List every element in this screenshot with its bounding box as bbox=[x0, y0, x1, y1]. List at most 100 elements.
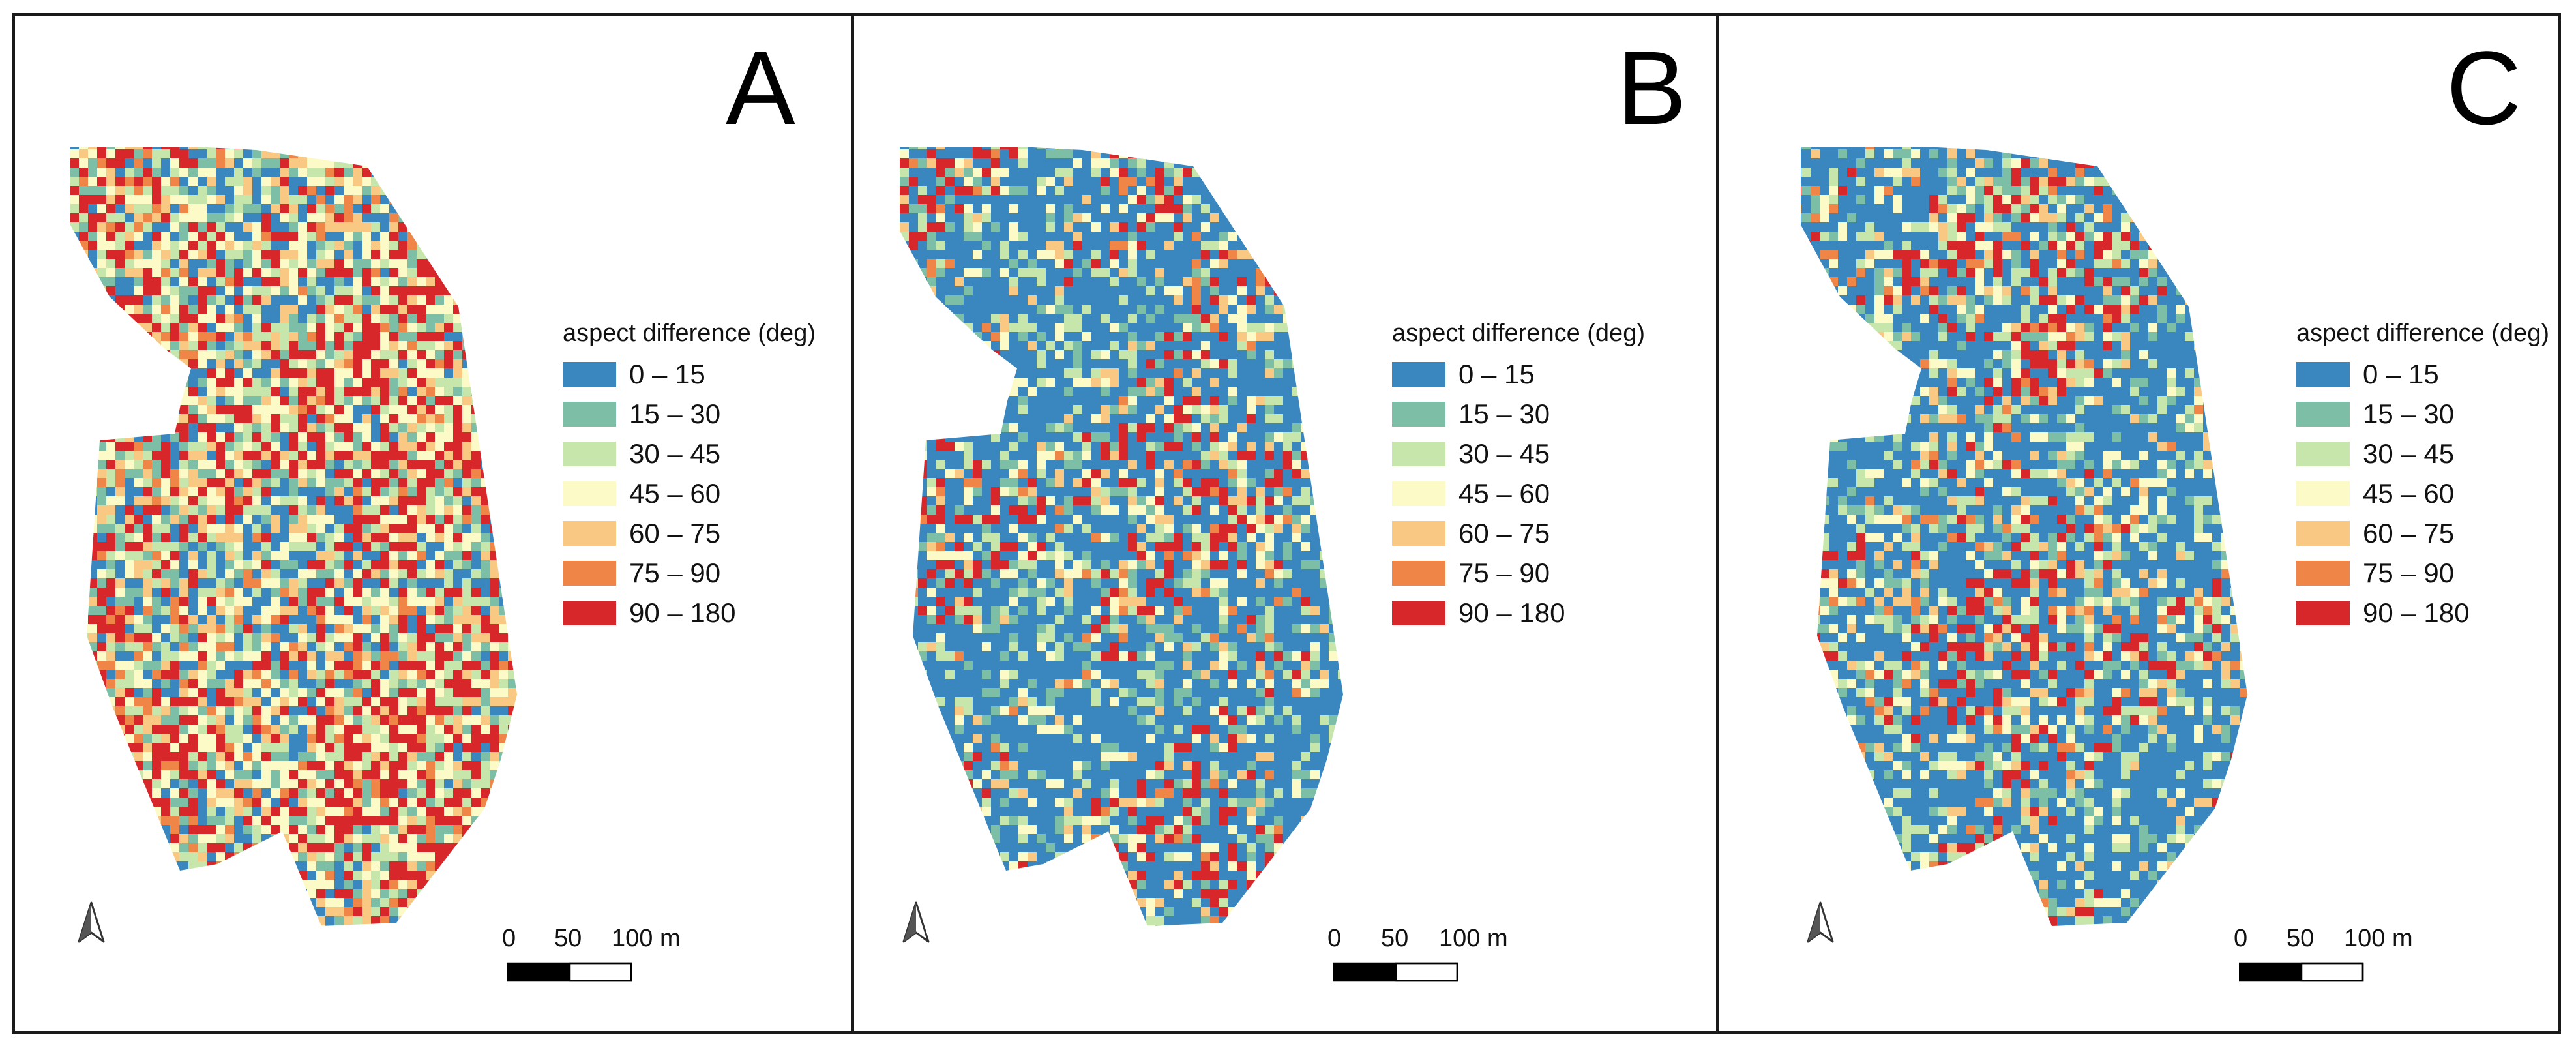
raster-cell bbox=[179, 734, 188, 743]
raster-cell bbox=[964, 149, 973, 158]
raster-cell bbox=[188, 651, 198, 661]
raster-cell bbox=[88, 715, 97, 725]
raster-cell bbox=[554, 679, 563, 688]
raster-cell bbox=[61, 350, 70, 359]
raster-cell bbox=[261, 533, 271, 542]
raster-cell bbox=[115, 925, 125, 926]
raster-cell bbox=[307, 661, 316, 670]
raster-cell bbox=[271, 378, 280, 387]
raster-cell bbox=[125, 295, 134, 305]
raster-cell bbox=[362, 807, 371, 816]
raster-cell bbox=[371, 606, 380, 615]
raster-cell bbox=[289, 478, 298, 487]
raster-cell bbox=[407, 798, 417, 807]
raster-cell bbox=[1146, 149, 1155, 158]
raster-cell bbox=[544, 158, 554, 168]
raster-cell bbox=[389, 560, 398, 569]
raster-cell bbox=[261, 232, 271, 241]
raster-cell bbox=[362, 816, 371, 825]
raster-cell bbox=[271, 332, 280, 341]
raster-cell bbox=[426, 606, 435, 615]
raster-cell bbox=[362, 378, 371, 387]
raster-cell bbox=[161, 423, 170, 432]
raster-cell bbox=[535, 916, 544, 925]
raster-cell bbox=[453, 496, 462, 505]
raster-cell bbox=[544, 268, 554, 277]
raster-cell bbox=[170, 405, 179, 414]
raster-cell bbox=[307, 588, 316, 597]
raster-cell bbox=[1155, 149, 1164, 158]
raster-cell bbox=[207, 277, 216, 286]
raster-cell bbox=[398, 149, 407, 158]
raster-cell bbox=[170, 725, 179, 734]
raster-cell bbox=[225, 551, 234, 560]
raster-cell bbox=[444, 661, 453, 670]
raster-cell bbox=[325, 798, 334, 807]
raster-cell bbox=[152, 460, 161, 469]
raster-cell bbox=[398, 788, 407, 798]
raster-cell bbox=[134, 515, 143, 524]
raster-cell bbox=[188, 597, 198, 606]
raster-cell bbox=[344, 761, 353, 770]
raster-cell bbox=[179, 350, 188, 359]
raster-cell bbox=[252, 496, 261, 505]
raster-cell bbox=[398, 451, 407, 460]
raster-cell bbox=[508, 542, 517, 551]
raster-cell bbox=[234, 542, 243, 551]
raster-cell bbox=[554, 871, 563, 880]
raster-cell bbox=[61, 204, 70, 213]
raster-cell bbox=[88, 551, 97, 560]
raster-cell bbox=[88, 149, 97, 158]
raster-cell bbox=[188, 496, 198, 505]
raster-cell bbox=[280, 277, 289, 286]
raster-cell bbox=[106, 158, 115, 168]
raster-cell bbox=[252, 688, 261, 697]
raster-cell bbox=[481, 332, 490, 341]
raster-cell bbox=[70, 788, 79, 798]
raster-cell bbox=[252, 661, 261, 670]
raster-cell bbox=[170, 478, 179, 487]
raster-cell bbox=[143, 195, 152, 204]
raster-cell bbox=[198, 861, 207, 871]
raster-cell bbox=[170, 578, 179, 588]
raster-cell bbox=[271, 286, 280, 295]
raster-cell bbox=[88, 779, 97, 788]
raster-cell bbox=[170, 314, 179, 323]
raster-cell bbox=[344, 889, 353, 898]
raster-cell bbox=[344, 898, 353, 907]
raster-cell bbox=[417, 378, 426, 387]
raster-cell bbox=[499, 332, 508, 341]
raster-cell bbox=[398, 825, 407, 834]
raster-cell bbox=[380, 752, 389, 761]
raster-cell bbox=[298, 606, 307, 615]
raster-cell bbox=[407, 286, 417, 295]
raster-cell bbox=[252, 168, 261, 177]
raster-cell bbox=[125, 222, 134, 232]
raster-cell bbox=[508, 423, 517, 432]
raster-cell bbox=[389, 816, 398, 825]
raster-cell bbox=[198, 341, 207, 350]
raster-cell bbox=[398, 798, 407, 807]
raster-cell bbox=[444, 186, 453, 195]
raster-cell bbox=[280, 679, 289, 688]
raster-cell bbox=[243, 624, 252, 633]
raster-cell bbox=[125, 323, 134, 332]
raster-cell bbox=[334, 588, 344, 597]
raster-cell bbox=[125, 195, 134, 204]
raster-cell bbox=[298, 186, 307, 195]
raster-cell bbox=[271, 542, 280, 551]
raster-cell bbox=[517, 268, 526, 277]
raster-cell bbox=[526, 880, 535, 889]
raster-cell bbox=[453, 606, 462, 615]
raster-cell bbox=[143, 341, 152, 350]
raster-cell bbox=[298, 816, 307, 825]
raster-cell bbox=[462, 615, 471, 624]
raster-cell bbox=[499, 387, 508, 396]
raster-cell bbox=[97, 880, 106, 889]
raster-cell bbox=[325, 761, 334, 770]
raster-cell bbox=[143, 204, 152, 213]
raster-cell bbox=[115, 147, 125, 149]
raster-cell bbox=[134, 907, 143, 916]
raster-cell bbox=[380, 542, 389, 551]
raster-cell bbox=[453, 588, 462, 597]
